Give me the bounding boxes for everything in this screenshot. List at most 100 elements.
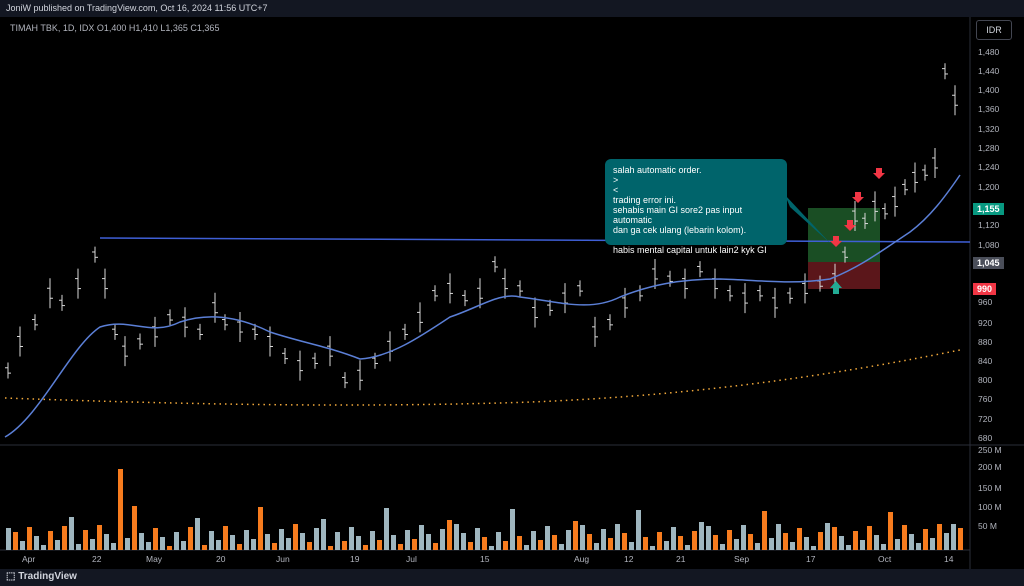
sell-arrow-icon bbox=[830, 236, 842, 247]
volume-bar bbox=[930, 538, 935, 550]
volume-bar bbox=[825, 523, 830, 550]
volume-bar bbox=[447, 520, 452, 550]
price-tag-stop-loss: 990 bbox=[973, 283, 997, 295]
time-tick-label: Apr bbox=[22, 554, 35, 564]
time-tick-label: Jul bbox=[406, 554, 417, 564]
volume-bar bbox=[202, 545, 207, 550]
volume-bar bbox=[895, 539, 900, 550]
volume-bar bbox=[657, 532, 662, 550]
volume-bar bbox=[503, 541, 508, 550]
volume-bar bbox=[328, 546, 333, 550]
volume-bar bbox=[839, 536, 844, 550]
volume-bar bbox=[440, 529, 445, 550]
volume-bar bbox=[510, 509, 515, 550]
volume-bar bbox=[174, 532, 179, 550]
annotation-line: < bbox=[613, 185, 619, 195]
volume-bar bbox=[909, 534, 914, 550]
volume-bar bbox=[496, 532, 501, 550]
volume-bar bbox=[139, 533, 144, 550]
volume-bar bbox=[342, 541, 347, 550]
volume-bar bbox=[363, 545, 368, 550]
stop-loss-zone bbox=[808, 262, 880, 289]
volume-bar bbox=[83, 530, 88, 550]
volume-bar bbox=[685, 545, 690, 550]
volume-bar bbox=[461, 533, 466, 550]
price-tick-label: 1,360 bbox=[978, 104, 1000, 114]
volume-bar bbox=[209, 531, 214, 550]
chart-area[interactable]: 1,480 1,440 1,400 1,360 1,320 1,280 1,240 1,200… bbox=[0, 17, 1024, 569]
volume-bar bbox=[69, 517, 74, 550]
volume-bar bbox=[874, 535, 879, 550]
volume-bar bbox=[195, 518, 200, 550]
annotation-line bbox=[613, 235, 779, 245]
volume-bar bbox=[475, 528, 480, 550]
annotation-line: sehabis main GI sore2 pas input automati… bbox=[613, 205, 745, 225]
volume-bar bbox=[412, 539, 417, 550]
price-tick-label: 760 bbox=[978, 394, 992, 404]
price-tick-label: 1,480 bbox=[978, 47, 1000, 57]
volume-bar bbox=[643, 537, 648, 550]
volume-bar bbox=[34, 536, 39, 550]
volume-bar bbox=[650, 546, 655, 550]
volume-bar bbox=[888, 512, 893, 550]
volume-bar bbox=[741, 525, 746, 550]
buy-arrow-icon bbox=[830, 281, 842, 294]
volume-bar bbox=[517, 536, 522, 550]
volume-bar bbox=[804, 537, 809, 550]
volume-bar bbox=[601, 529, 606, 550]
volume-bar bbox=[27, 527, 32, 550]
time-tick-label: 17 bbox=[806, 554, 816, 564]
volume-bar bbox=[846, 545, 851, 550]
sell-arrow-icon bbox=[873, 168, 885, 179]
volume-tick-label: 150 M bbox=[978, 483, 1002, 493]
volume-bar bbox=[153, 528, 158, 550]
annotation-line: salah automatic order. bbox=[613, 165, 702, 175]
volume-bar bbox=[188, 527, 193, 550]
volume-bar bbox=[125, 538, 130, 550]
volume-bar bbox=[902, 525, 907, 550]
price-tick-label: 1,080 bbox=[978, 240, 1000, 250]
volume-bar bbox=[573, 521, 578, 550]
annotation-pointer bbox=[785, 195, 830, 243]
currency-button[interactable]: IDR bbox=[976, 20, 1012, 40]
volume-bar bbox=[272, 543, 277, 550]
volume-bar bbox=[622, 533, 627, 550]
volume-tick-label: 100 M bbox=[978, 502, 1002, 512]
annotation-callout[interactable]: salah automatic order. > < trading error… bbox=[605, 159, 787, 255]
volume-bar bbox=[251, 539, 256, 550]
price-chart[interactable]: 1,480 1,440 1,400 1,360 1,320 1,280 1,240 1,200… bbox=[0, 17, 1024, 569]
volume-bar bbox=[398, 544, 403, 550]
tradingview-logo: ⬚ TradingView bbox=[6, 571, 77, 582]
volume-tick-label: 50 M bbox=[978, 521, 997, 531]
volume-bar bbox=[279, 529, 284, 550]
volume-bar bbox=[769, 538, 774, 550]
volume-bar bbox=[20, 541, 25, 550]
volume-bar bbox=[335, 532, 340, 550]
volume-bar bbox=[832, 527, 837, 550]
volume-bar bbox=[370, 531, 375, 550]
volume-bar bbox=[783, 533, 788, 550]
price-tick-label: 1,320 bbox=[978, 124, 1000, 134]
volume-bar bbox=[776, 524, 781, 550]
volume-bar bbox=[923, 529, 928, 550]
volume-bar bbox=[566, 530, 571, 550]
take-profit-zone bbox=[808, 208, 880, 262]
volume-bar bbox=[713, 535, 718, 550]
volume-bar bbox=[678, 536, 683, 550]
volume-bar bbox=[720, 544, 725, 550]
volume-bar bbox=[132, 506, 137, 550]
volume-bar bbox=[426, 534, 431, 550]
volume-bar bbox=[160, 537, 165, 550]
footer-bar: ⬚ TradingView bbox=[0, 569, 1024, 586]
volume-bar bbox=[636, 510, 641, 550]
volume-bar bbox=[916, 543, 921, 550]
volume-tick-label: 250 M bbox=[978, 445, 1002, 455]
volume-bar bbox=[265, 534, 270, 550]
volume-bar bbox=[97, 525, 102, 550]
volume-bar bbox=[524, 545, 529, 550]
volume-bar bbox=[118, 469, 123, 550]
symbol-legend: TIMAH TBK, 1D, IDX O1,400 H1,410 L1,365 … bbox=[10, 23, 220, 33]
volume-bar bbox=[552, 535, 557, 550]
price-tick-label: 1,240 bbox=[978, 162, 1000, 172]
annotation-line: trading error ini. bbox=[613, 195, 677, 205]
